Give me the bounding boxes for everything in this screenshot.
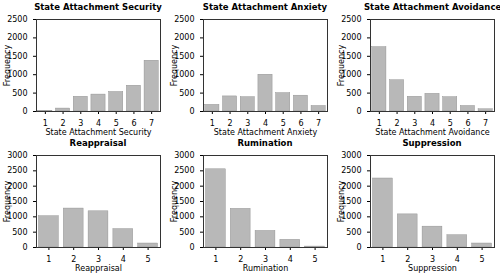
svg-text:0: 0 bbox=[189, 107, 194, 116]
svg-text:3: 3 bbox=[96, 255, 101, 265]
svg-text:4: 4 bbox=[454, 255, 460, 265]
svg-text:500: 500 bbox=[346, 228, 361, 237]
html-text:Suppression: Suppression bbox=[402, 138, 462, 148]
svg-text:3: 3 bbox=[263, 255, 268, 265]
svg-text:Rumination: Rumination bbox=[243, 264, 289, 273]
svg-text:500: 500 bbox=[346, 89, 361, 98]
svg-text:2: 2 bbox=[71, 255, 77, 265]
svg-text:1500: 1500 bbox=[174, 51, 195, 61]
svg-text:4: 4 bbox=[263, 119, 268, 129]
svg-text:2: 2 bbox=[238, 255, 244, 265]
svg-text:Frequency: Frequency bbox=[337, 181, 346, 223]
svg-text:2000: 2000 bbox=[341, 181, 362, 191]
svg-text:0: 0 bbox=[189, 243, 194, 252]
svg-text:500: 500 bbox=[179, 89, 194, 98]
svg-text:Frequency: Frequency bbox=[3, 181, 12, 223]
svg-text:State Attachment Avoidance: State Attachment Avoidance bbox=[375, 128, 489, 137]
svg-text:1500: 1500 bbox=[7, 51, 28, 61]
svg-text:3000: 3000 bbox=[341, 151, 361, 160]
svg-text:5: 5 bbox=[313, 255, 318, 264]
svg-text:State Attachment Security: State Attachment Security bbox=[45, 128, 151, 137]
svg-text:5: 5 bbox=[113, 119, 119, 129]
svg-text:Reappraisal: Reappraisal bbox=[75, 264, 122, 273]
svg-text:4: 4 bbox=[120, 255, 126, 265]
svg-text:State Attachment Anxiety: State Attachment Anxiety bbox=[214, 128, 318, 137]
svg-text:Frequency: Frequency bbox=[170, 45, 179, 87]
svg-text:1000: 1000 bbox=[174, 212, 195, 222]
svg-text:Frequency: Frequency bbox=[170, 181, 179, 223]
svg-text:1: 1 bbox=[213, 255, 218, 264]
html-text:Reappraisal: Reappraisal bbox=[69, 138, 127, 148]
svg-text:2000: 2000 bbox=[174, 181, 195, 191]
svg-text:2: 2 bbox=[394, 119, 400, 129]
html-text:State Attachment Security: State Attachment Security bbox=[34, 2, 162, 12]
svg-text:6: 6 bbox=[465, 119, 471, 129]
svg-text:500: 500 bbox=[12, 228, 27, 237]
svg-text:5: 5 bbox=[280, 119, 286, 129]
svg-text:2500: 2500 bbox=[341, 166, 361, 175]
svg-text:Frequency: Frequency bbox=[337, 45, 346, 87]
svg-text:2500: 2500 bbox=[174, 166, 194, 175]
svg-text:2500: 2500 bbox=[7, 166, 27, 175]
svg-text:5: 5 bbox=[146, 255, 151, 264]
svg-text:3000: 3000 bbox=[7, 151, 27, 160]
svg-text:1500: 1500 bbox=[341, 197, 362, 207]
svg-text:1: 1 bbox=[46, 255, 51, 264]
svg-text:0: 0 bbox=[356, 107, 361, 116]
svg-text:7: 7 bbox=[149, 119, 155, 129]
svg-text:2000: 2000 bbox=[7, 181, 28, 191]
svg-text:2500: 2500 bbox=[174, 15, 194, 24]
svg-text:1: 1 bbox=[380, 255, 385, 264]
svg-text:5: 5 bbox=[480, 255, 485, 264]
svg-text:7: 7 bbox=[483, 119, 489, 129]
svg-text:1500: 1500 bbox=[7, 197, 28, 207]
svg-text:500: 500 bbox=[12, 89, 27, 98]
svg-text:6: 6 bbox=[131, 119, 137, 129]
svg-text:7: 7 bbox=[316, 119, 322, 129]
svg-text:3000: 3000 bbox=[174, 151, 194, 160]
svg-text:4: 4 bbox=[430, 119, 435, 129]
svg-text:500: 500 bbox=[179, 228, 194, 237]
html-text:State Attachment Anxiety: State Attachment Anxiety bbox=[202, 2, 328, 12]
svg-text:1500: 1500 bbox=[341, 51, 362, 61]
svg-text:2000: 2000 bbox=[7, 33, 27, 42]
svg-text:4: 4 bbox=[96, 119, 101, 129]
svg-text:3: 3 bbox=[245, 119, 251, 129]
svg-text:1000: 1000 bbox=[174, 70, 195, 80]
svg-text:6: 6 bbox=[298, 119, 304, 129]
svg-text:1000: 1000 bbox=[7, 70, 28, 80]
svg-text:2000: 2000 bbox=[174, 33, 194, 42]
svg-text:0: 0 bbox=[22, 107, 27, 116]
svg-text:1500: 1500 bbox=[174, 197, 195, 207]
svg-text:2500: 2500 bbox=[7, 15, 27, 24]
svg-text:2500: 2500 bbox=[341, 15, 361, 24]
svg-text:2: 2 bbox=[60, 119, 66, 129]
svg-text:2: 2 bbox=[405, 255, 411, 265]
html-text:Rumination: Rumination bbox=[237, 138, 293, 148]
svg-text:2000: 2000 bbox=[341, 33, 361, 42]
svg-text:1: 1 bbox=[42, 119, 48, 129]
svg-text:1: 1 bbox=[209, 119, 215, 129]
svg-text:0: 0 bbox=[22, 243, 27, 252]
svg-text:1000: 1000 bbox=[7, 212, 28, 222]
svg-text:3: 3 bbox=[430, 255, 435, 265]
svg-text:Frequency: Frequency bbox=[3, 45, 12, 87]
svg-text:1000: 1000 bbox=[341, 70, 362, 80]
svg-text:Suppression: Suppression bbox=[408, 264, 457, 273]
svg-text:1: 1 bbox=[376, 119, 382, 129]
svg-text:2: 2 bbox=[227, 119, 233, 129]
svg-text:3: 3 bbox=[78, 119, 84, 129]
svg-text:0: 0 bbox=[356, 243, 361, 252]
svg-text:3: 3 bbox=[412, 119, 418, 129]
svg-text:1000: 1000 bbox=[341, 212, 362, 222]
svg-text:4: 4 bbox=[288, 255, 293, 264]
svg-text:5: 5 bbox=[447, 119, 453, 129]
